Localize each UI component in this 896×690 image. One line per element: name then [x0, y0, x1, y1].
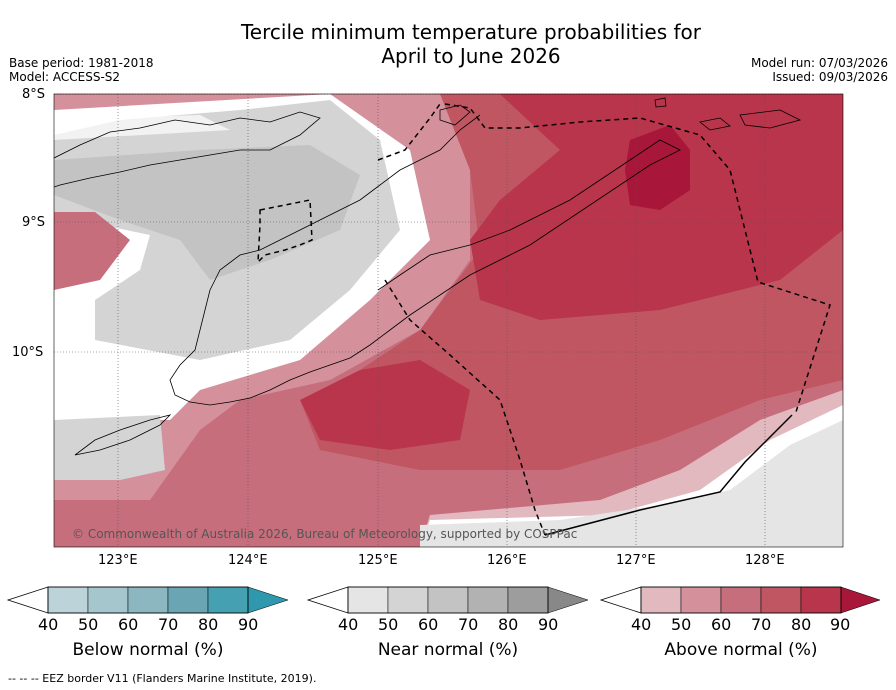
- eez-border-north: [444, 103, 831, 416]
- colorbar-above-max-arrow: [840, 586, 881, 614]
- cb-above-tick-90: 90: [830, 615, 851, 634]
- colorbar-above-frame: [640, 586, 842, 614]
- cb-below-tick-50: 50: [78, 615, 99, 634]
- lon-label-128e: 128°E: [745, 553, 785, 568]
- eez-border-west: [377, 103, 441, 161]
- colorbar-near-label: Near normal (%): [377, 640, 519, 660]
- issued-date: Issued: 09/03/2026: [772, 70, 888, 84]
- meta-left: Base period: 1981-2018 Model: ACCESS-S2: [9, 56, 154, 84]
- colorbar-near-min-arrow: [306, 586, 349, 614]
- colorbar-near: [306, 586, 589, 614]
- cb-above-tick-60: 60: [711, 615, 732, 634]
- cb-near-tick-60: 60: [418, 615, 439, 634]
- map-frame: [53, 93, 844, 548]
- eez-border-oecusse: [257, 199, 313, 264]
- lon-label-127e: 127°E: [616, 553, 656, 568]
- cb-above-tick-80: 80: [791, 615, 812, 634]
- coast-flores: [54, 111, 321, 188]
- colorbar-above-min-arrow: [599, 586, 642, 614]
- colorbar-near-bin-50: [387, 586, 429, 614]
- cb-near-tick-70: 70: [458, 615, 479, 634]
- cb-above-tick-50: 50: [671, 615, 692, 634]
- coast-island-2: [699, 117, 731, 131]
- eez-border: [257, 103, 831, 536]
- lat-label-10s: 10°S: [12, 345, 44, 360]
- zone-above-west-strip: [54, 212, 130, 290]
- zone-near-60-70: [54, 145, 360, 280]
- title-line-2: April to June 2026: [381, 44, 561, 68]
- colorbar-below-frame: [47, 586, 249, 614]
- colorbar-above-label: Above normal (%): [664, 640, 818, 660]
- colorbar-near-bin-80: [507, 586, 549, 614]
- coast-rote: [74, 414, 172, 456]
- lon-label-125e: 125°E: [358, 553, 398, 568]
- lon-label-126e: 126°E: [487, 553, 527, 568]
- eez-footer-note: -- -- -- EEZ border V11 (Flanders Marine…: [8, 672, 317, 685]
- base-period: Base period: 1981-2018: [9, 56, 154, 70]
- cb-above-tick-40: 40: [631, 615, 652, 634]
- colorbar-below-label: Below normal (%): [72, 640, 224, 660]
- zone-above-sw: [54, 470, 320, 547]
- colorbar-near-max-arrow: [547, 586, 589, 614]
- chart-title: Tercile minimum temperature probabilitie…: [0, 20, 896, 68]
- title-line-1: Tercile minimum temperature probabilitie…: [240, 20, 702, 44]
- colorbar-below-max-arrow: [247, 586, 289, 614]
- cb-near-tick-50: 50: [378, 615, 399, 634]
- colorbar-near-frame: [347, 586, 549, 614]
- colorbar-above-bin-60: [720, 586, 762, 614]
- cb-near-tick-80: 80: [498, 615, 519, 634]
- zone-near-40-50-se: [420, 420, 843, 547]
- zone-above-80-90: [625, 125, 690, 210]
- eez-border-south: [384, 279, 546, 536]
- coast-timor: [169, 114, 681, 406]
- colorbar-below-bin-40: [47, 586, 89, 614]
- cb-below-tick-80: 80: [198, 615, 219, 634]
- lon-label-123e: 123°E: [98, 553, 138, 568]
- cb-near-tick-90: 90: [538, 615, 559, 634]
- coast-wetar: [739, 109, 802, 129]
- zone-near-sw: [54, 415, 165, 480]
- cb-below-tick-70: 70: [158, 615, 179, 634]
- colorbar-above-bin-70: [760, 586, 802, 614]
- cb-above-tick-70: 70: [751, 615, 772, 634]
- cb-near-tick-40: 40: [338, 615, 359, 634]
- coast-small-island: [654, 97, 667, 108]
- colorbar-below-min-arrow: [6, 586, 49, 614]
- cb-below-tick-90: 90: [238, 615, 259, 634]
- colorbar-below-bin-70: [167, 586, 209, 614]
- colorbar-near-bin-70: [467, 586, 509, 614]
- map-fill: [54, 94, 843, 547]
- zone-above-70-80-south: [300, 360, 470, 450]
- colorbar-below-bin-80: [207, 586, 249, 614]
- colorbar-below-bin-60: [127, 586, 169, 614]
- colorbar-near-bin-40: [347, 586, 389, 614]
- lat-label-9s: 9°S: [22, 215, 46, 230]
- colorbars: [6, 586, 881, 614]
- copyright-notice: © Commonwealth of Australia 2026, Bureau…: [72, 527, 578, 541]
- lon-label-124e: 124°E: [228, 553, 268, 568]
- lat-label-8s: 8°S: [22, 87, 46, 102]
- colorbar-near-bin-60: [427, 586, 469, 614]
- colorbar-below-bin-50: [87, 586, 129, 614]
- colorbar-above-bin-40: [640, 586, 682, 614]
- model-run: Model run: 07/03/2026: [750, 56, 888, 70]
- colorbar-above: [599, 586, 881, 614]
- meta-right: Model run: 07/03/2026 Issued: 09/03/2026: [751, 56, 888, 84]
- colorbar-below: [6, 586, 289, 614]
- colorbar-above-bin-50: [680, 586, 722, 614]
- cb-below-tick-40: 40: [38, 615, 59, 634]
- cb-below-tick-60: 60: [118, 615, 139, 634]
- colorbar-above-bin-80: [800, 586, 842, 614]
- eez-border-solid: [544, 414, 793, 536]
- model-name: Model: ACCESS-S2: [9, 70, 121, 84]
